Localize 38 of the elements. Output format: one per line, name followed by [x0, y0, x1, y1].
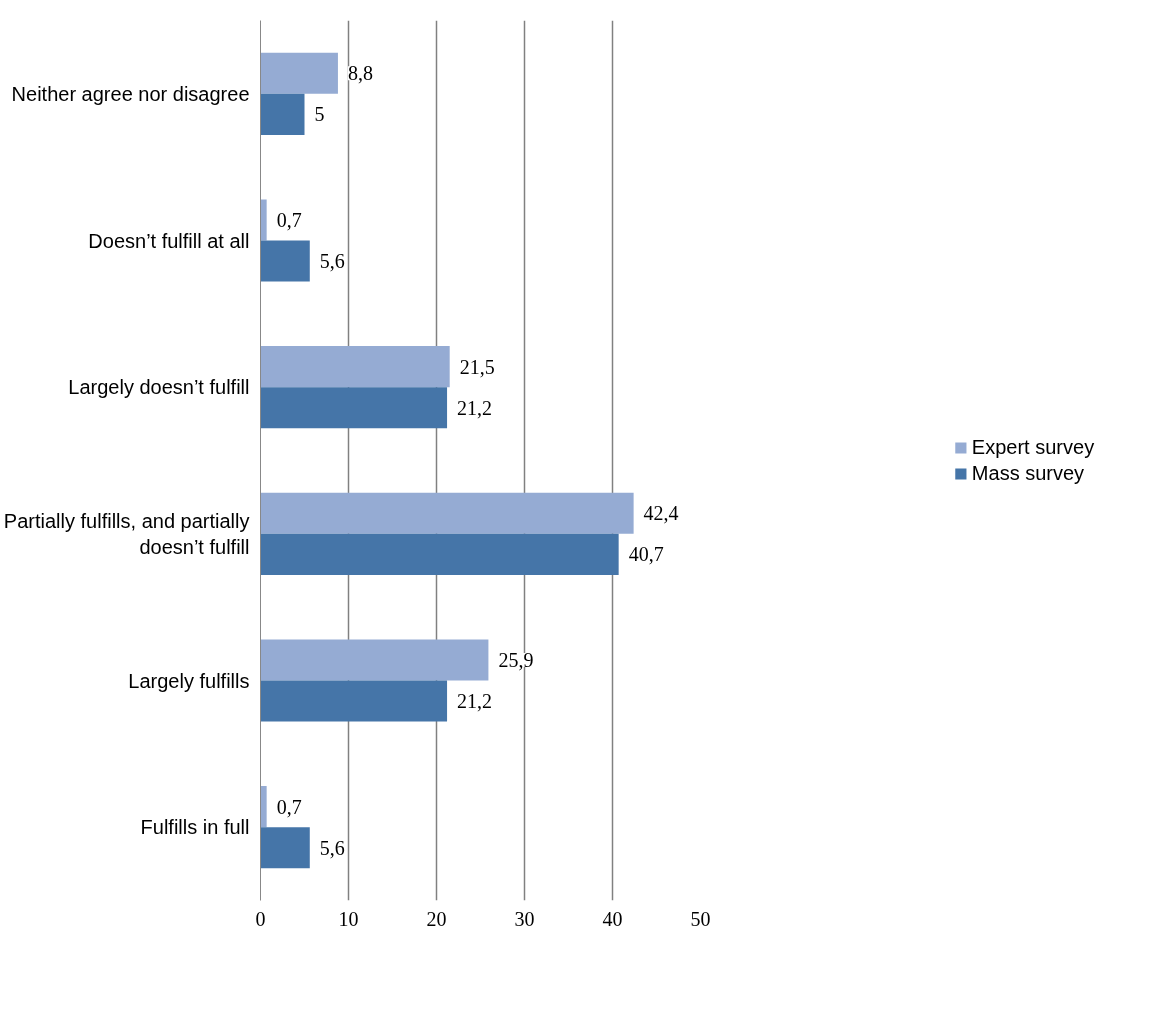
y-tick-label: Doesn’t fulfill at all — [88, 229, 250, 252]
bar — [260, 639, 489, 681]
data-label: 5,6 — [319, 250, 345, 273]
bar — [260, 492, 634, 534]
y-tick-label: Largely fulfills — [128, 669, 250, 692]
data-label: 21,2 — [457, 396, 493, 419]
bar — [260, 346, 450, 388]
y-tick-label: Partially fulfills, and partially doesn’t fulfill — [3, 509, 250, 559]
data-label: 40,7 — [628, 543, 664, 566]
bar — [260, 827, 310, 869]
bar — [260, 680, 448, 722]
data-label: 5 — [314, 103, 325, 126]
data-label: 5,6 — [319, 836, 345, 859]
y-tick-label: Fulfills in full — [140, 816, 250, 839]
data-label: 25,9 — [498, 648, 534, 671]
x-tick-label: 10 — [338, 907, 359, 930]
data-label: 0,7 — [276, 795, 302, 818]
bar — [260, 199, 267, 241]
bar — [260, 387, 448, 429]
data-label: 21,2 — [457, 690, 493, 713]
bar — [260, 533, 619, 575]
data-label: 0,7 — [276, 208, 302, 231]
data-label: 8,8 — [347, 62, 373, 85]
x-tick-label: 50 — [690, 907, 711, 930]
x-tick-label: 0 — [255, 907, 266, 930]
legend-label: Mass survey — [971, 461, 1085, 485]
y-tick-label: Neither agree nor disagree — [11, 82, 250, 105]
data-label: 42,4 — [643, 502, 679, 525]
legend-label: Expert survey — [971, 435, 1095, 459]
bar — [260, 93, 305, 135]
y-tick-label: Largely doesn’t fulfill — [68, 376, 250, 399]
x-tick-label: 40 — [602, 907, 623, 930]
x-tick-label: 30 — [514, 907, 535, 930]
bar — [260, 52, 338, 94]
bar — [260, 786, 267, 828]
data-label: 21,5 — [459, 355, 495, 378]
x-tick-label: 20 — [426, 907, 447, 930]
bar — [260, 240, 310, 282]
